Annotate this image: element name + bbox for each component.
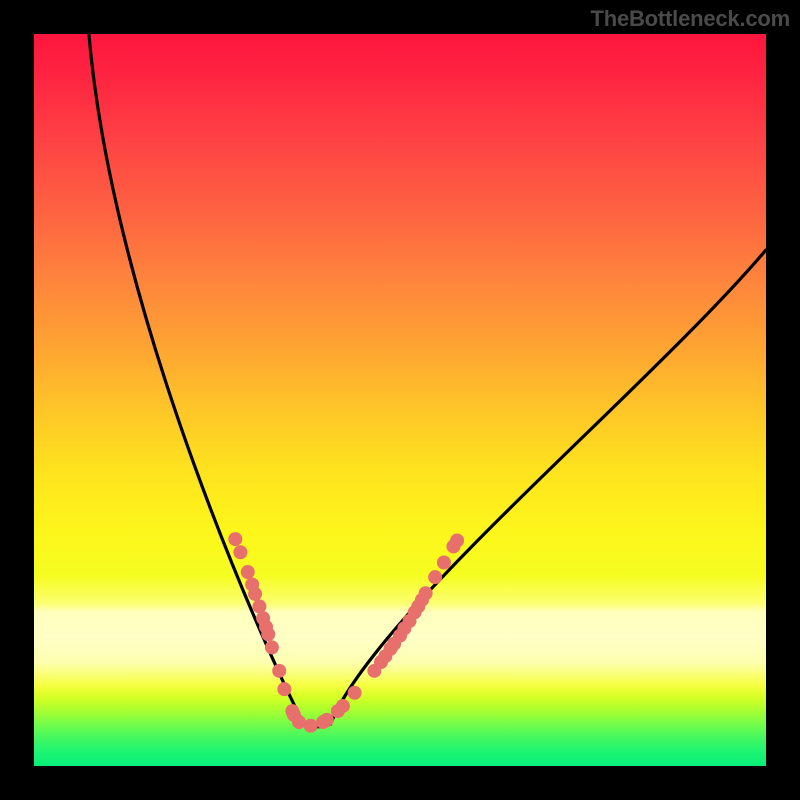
data-marker xyxy=(261,627,275,641)
data-marker xyxy=(348,686,362,700)
data-marker xyxy=(419,586,433,600)
data-marker xyxy=(336,699,350,713)
data-marker xyxy=(320,713,334,727)
data-marker xyxy=(428,570,442,584)
data-marker xyxy=(241,565,255,579)
watermark-text: TheBottleneck.com xyxy=(590,6,790,32)
gradient-background xyxy=(34,34,766,766)
data-marker xyxy=(277,682,291,696)
plot-area xyxy=(34,34,766,766)
chart-frame: TheBottleneck.com xyxy=(0,0,800,800)
data-marker xyxy=(228,532,242,546)
plot-svg xyxy=(34,34,766,766)
data-marker xyxy=(265,640,279,654)
data-marker xyxy=(437,556,451,570)
data-marker xyxy=(272,664,286,678)
data-marker xyxy=(304,719,318,733)
data-marker xyxy=(248,587,262,601)
data-marker xyxy=(233,545,247,559)
data-marker xyxy=(450,534,464,548)
